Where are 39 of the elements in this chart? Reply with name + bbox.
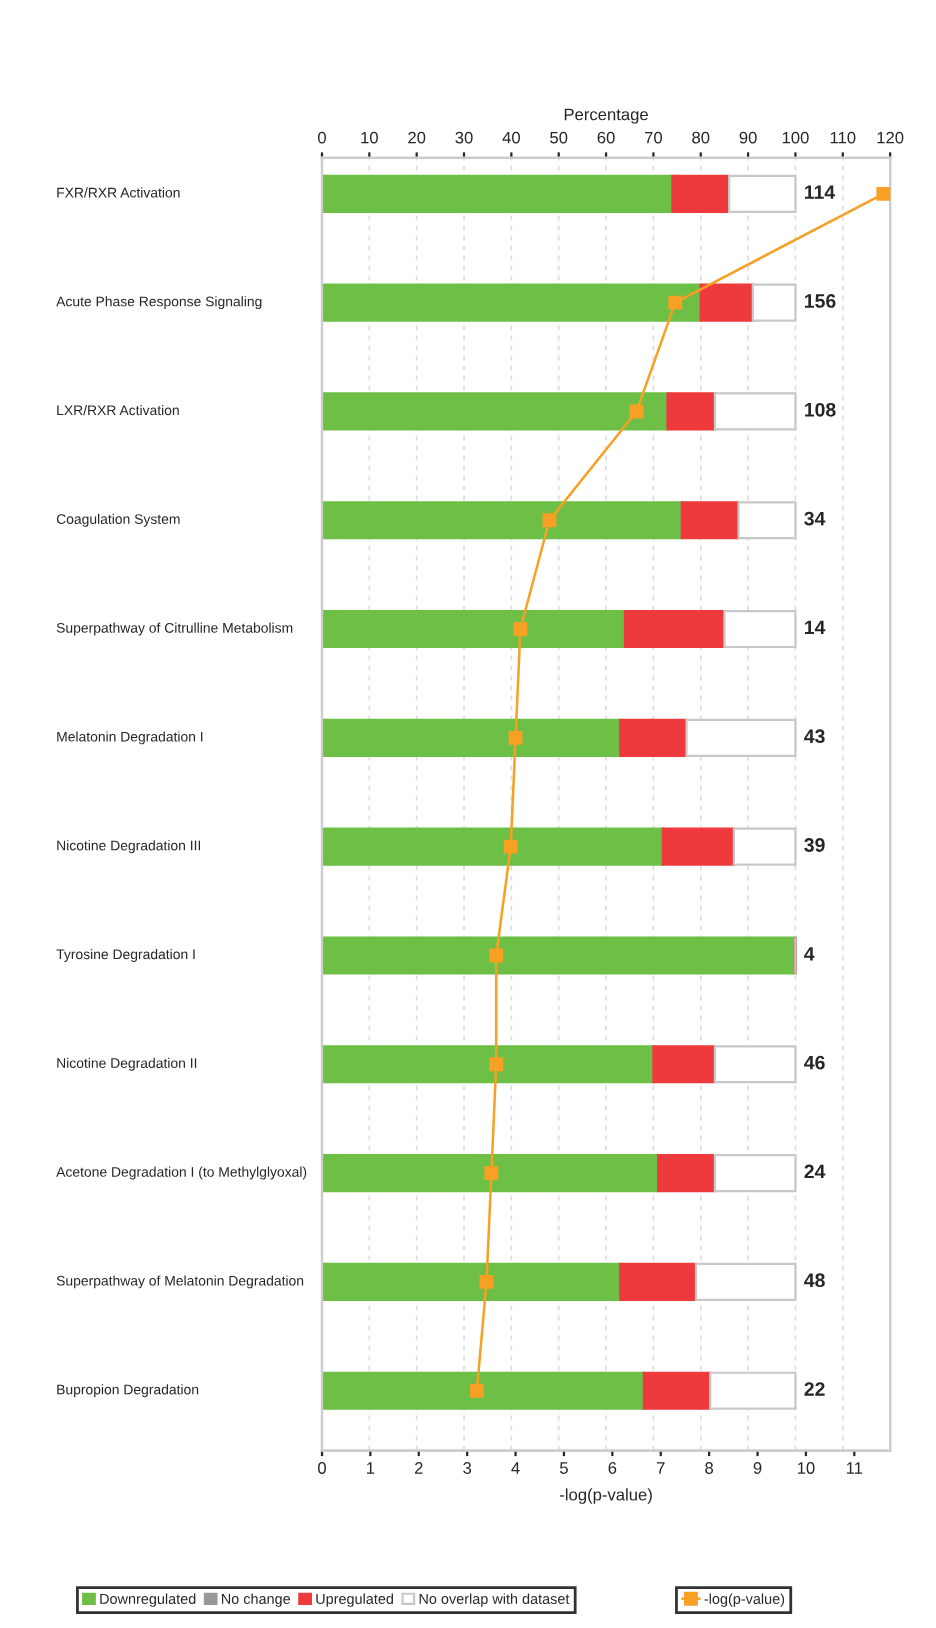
x2-tick-label: 6 (608, 1462, 617, 1474)
x-tick-label: 110 (830, 131, 856, 144)
x2-tick-label: 1 (367, 1462, 375, 1474)
x2-axis-title: -log(p-value) (560, 1488, 652, 1504)
x-tick-label: 120 (877, 131, 904, 144)
annotation: 46 (804, 1055, 825, 1070)
x-tick-label: 90 (739, 131, 757, 144)
x2-tick-label: 5 (559, 1462, 568, 1474)
x-tick-label: 0 (318, 131, 326, 144)
x2-tick-label: 2 (414, 1462, 423, 1474)
x2-tick-label: 3 (463, 1462, 472, 1474)
x2-tick-label: 4 (511, 1462, 520, 1474)
x-tick-label: 10 (361, 131, 378, 144)
x-tick-label: 50 (550, 131, 568, 144)
x-axis-title: Percentage (564, 108, 648, 124)
annotation: 4 (804, 947, 815, 961)
annotation: 14 (805, 620, 826, 635)
x-tick-label: 40 (502, 131, 520, 144)
annotation: 108 (805, 402, 836, 417)
annotation: 24 (804, 1164, 826, 1179)
annotation: 34 (804, 511, 826, 526)
annotation: 48 (804, 1273, 825, 1288)
x-tick-label: 100 (782, 131, 809, 144)
x2-tick-label: 10 (797, 1462, 815, 1474)
x2-tick-label: 11 (846, 1462, 863, 1474)
x2-tick-label: 0 (318, 1462, 326, 1474)
annotation: 22 (804, 1382, 825, 1396)
x-tick-label: 60 (597, 131, 615, 144)
annotation: 114 (805, 185, 836, 199)
x-tick-label: 20 (408, 131, 426, 144)
annotation: 43 (804, 729, 825, 744)
annotation: 39 (804, 838, 825, 852)
x-tick-label: 30 (455, 131, 473, 144)
x2-tick-label: 9 (753, 1462, 762, 1474)
x2-tick-label: 8 (705, 1462, 714, 1474)
x2-tick-label: 7 (656, 1462, 665, 1474)
x-tick-label: 70 (644, 131, 663, 144)
annotation: 156 (805, 294, 836, 308)
x-tick-label: 80 (692, 131, 710, 144)
